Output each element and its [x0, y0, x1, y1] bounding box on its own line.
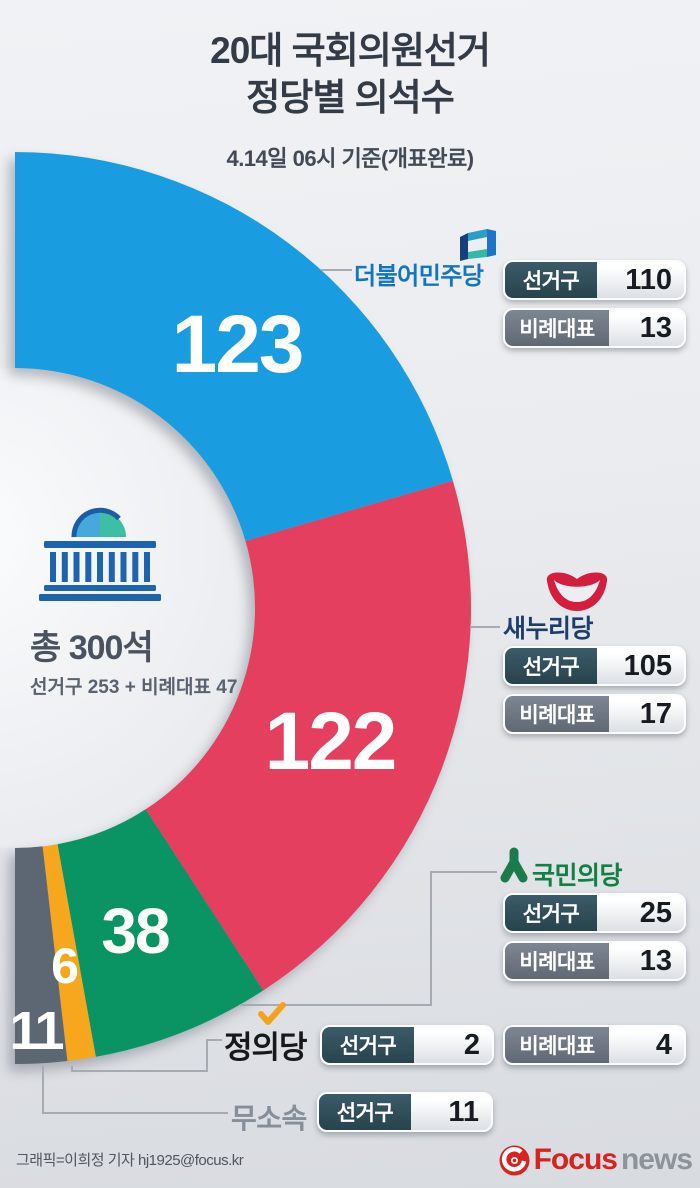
- page-title-line2: 정당별 의석수: [246, 76, 455, 118]
- donut-hole: [0, 368, 255, 848]
- saenuri-party-logo-icon: [546, 572, 608, 611]
- segment-minjoo: [15, 152, 453, 541]
- seats-saenuri: 122: [264, 696, 398, 787]
- district-label: 선거구: [322, 1027, 414, 1063]
- focus-news-logo: Focus news: [499, 1142, 693, 1178]
- segment-justice: [42, 844, 96, 1061]
- assembly-building-icon: [39, 507, 161, 601]
- people-party-logo-icon: [500, 847, 528, 883]
- party-name-independent: 무소속: [231, 1103, 307, 1134]
- district-label: 선거구: [505, 648, 597, 684]
- people-proportional-row: 비례대표 13: [503, 941, 686, 981]
- proportional-label: 비례대표: [505, 1027, 609, 1063]
- independent-district-row: 선거구 11: [317, 1092, 493, 1132]
- people-district-value: 25: [597, 895, 684, 931]
- party-name-saenuri: 새누리당: [503, 615, 594, 643]
- district-label: 선거구: [319, 1094, 411, 1130]
- page-title-line1: 20대 국회의원선거: [210, 30, 491, 71]
- leader-line-independent: [42, 1066, 228, 1114]
- total-seats-label: 총 300석: [30, 629, 154, 667]
- segment-saenuri: [145, 480, 471, 991]
- brand-focus-text: Focus: [533, 1143, 618, 1176]
- party-name-justice: 정의당: [224, 1030, 308, 1065]
- leader-line-justice: [71, 1039, 222, 1072]
- total-seats-breakdown: 선거구 253 + 비례대표 47: [30, 677, 238, 698]
- saenuri-district-value: 105: [597, 648, 684, 684]
- justice-proportional-row: 비례대표 4: [503, 1025, 686, 1065]
- minjoo-district-value: 110: [597, 262, 684, 298]
- segment-independent: [15, 846, 68, 1065]
- focus-swirl-icon: [499, 1145, 530, 1175]
- seats-independent: 11: [9, 1001, 64, 1061]
- graphic-credit: 그래픽=이희정 기자 hj1925@focus.kr: [16, 1152, 244, 1169]
- seats-justice: 6: [51, 938, 79, 994]
- people-district-row: 선거구 25: [503, 893, 686, 933]
- page-subtitle: 4.14일 06시 기준(개표완료): [226, 146, 474, 172]
- saenuri-district-row: 선거구 105: [503, 646, 686, 686]
- party-name-minjoo: 더불어민주당: [354, 263, 484, 290]
- saenuri-proportional-value: 17: [609, 696, 684, 732]
- party-name-people: 국민의당: [532, 862, 623, 890]
- proportional-label: 비례대표: [505, 696, 609, 732]
- title-block: 20대 국회의원선거 정당별 의석수 4.14일 06시 기준(개표완료): [0, 28, 700, 173]
- minjoo-proportional-row: 비례대표 13: [503, 308, 686, 348]
- leader-line-people: [240, 871, 497, 1006]
- justice-proportional-value: 4: [609, 1027, 684, 1063]
- seats-people: 38: [101, 895, 170, 967]
- segment-people: [57, 809, 264, 1057]
- justice-district-value: 2: [414, 1027, 492, 1063]
- minjoo-proportional-value: 13: [609, 310, 684, 346]
- proportional-label: 비례대표: [505, 310, 609, 346]
- seats-minjoo: 123: [171, 299, 305, 390]
- minjoo-district-row: 선거구 110: [503, 260, 686, 300]
- justice-district-row: 선거구 2: [320, 1025, 494, 1065]
- brand-news-text: news: [620, 1143, 693, 1176]
- justice-party-check-icon: [258, 1002, 286, 1025]
- minjoo-party-logo-icon: [460, 229, 496, 261]
- district-label: 선거구: [505, 895, 597, 931]
- people-proportional-value: 13: [609, 943, 684, 979]
- proportional-label: 비례대표: [505, 943, 609, 979]
- district-label: 선거구: [505, 262, 597, 298]
- saenuri-proportional-row: 비례대표 17: [503, 694, 686, 734]
- independent-district-value: 11: [411, 1094, 491, 1130]
